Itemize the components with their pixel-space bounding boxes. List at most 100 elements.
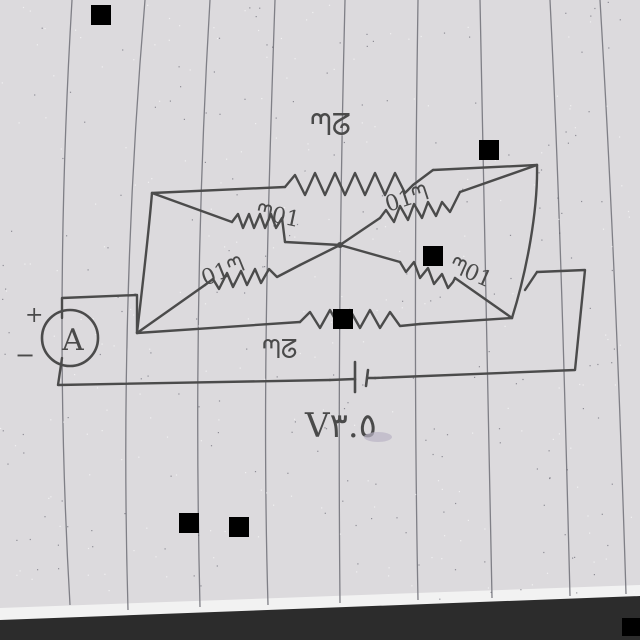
paper-speckle <box>549 477 551 479</box>
paper-speckle <box>569 108 571 110</box>
paper-speckle <box>41 27 43 29</box>
paper-speckle <box>384 226 387 228</box>
paper-speckle <box>567 142 569 144</box>
paper-speckle <box>548 144 550 146</box>
paper-speckle <box>597 363 599 366</box>
paper-speckle <box>150 417 152 419</box>
paper-speckle <box>92 546 94 548</box>
paper-speckle <box>166 576 168 578</box>
paper-speckle <box>130 308 132 310</box>
paper-speckle <box>80 318 82 320</box>
paper-speckle <box>44 28 46 30</box>
redaction-marks <box>91 5 640 636</box>
paper-speckle <box>427 105 429 107</box>
paper-speckle <box>574 127 576 129</box>
paper-speckle <box>180 86 182 88</box>
paper-speckle <box>272 46 274 48</box>
paper-speckle <box>166 436 169 438</box>
paper-speckle <box>121 459 123 461</box>
paper-speckle <box>280 37 282 40</box>
paper-speckle <box>92 318 94 320</box>
paper-speckle <box>328 4 331 6</box>
paper-speckle <box>178 66 180 68</box>
paper-speckle <box>593 574 595 576</box>
paper-speckle <box>258 29 260 32</box>
paper-speckle <box>439 598 441 600</box>
paper-speckle <box>169 100 171 102</box>
paper-speckle <box>396 517 398 519</box>
paper-speckle <box>290 495 293 497</box>
paper-speckle <box>332 342 334 344</box>
paper-speckle <box>593 561 595 563</box>
redaction-mark <box>91 5 111 25</box>
paper-speckle <box>291 431 293 433</box>
paper-speckle <box>8 332 10 334</box>
paper-speckle <box>381 195 384 197</box>
paper-speckle <box>366 141 368 143</box>
paper-speckle <box>5 290 8 292</box>
paper-speckle <box>619 344 621 346</box>
paper-speckle <box>619 136 621 138</box>
paper-speckle <box>577 486 579 488</box>
paper-speckle <box>216 565 218 567</box>
paper-speckle <box>95 333 97 336</box>
paper-speckle <box>454 569 457 571</box>
paper-speckle <box>272 247 275 249</box>
paper-speckle <box>362 341 365 343</box>
paper-speckle <box>355 524 357 527</box>
paper-speckle <box>572 557 574 559</box>
paper-speckle <box>236 194 238 196</box>
paper-speckle <box>484 528 486 530</box>
ink-smudge <box>364 432 392 442</box>
paper-speckle <box>59 525 61 527</box>
paper-speckle <box>246 348 248 350</box>
paper-speckle <box>87 547 90 550</box>
paper-speckle <box>405 532 407 534</box>
paper-speckle <box>356 571 358 573</box>
paper-speckle <box>469 36 471 38</box>
paper-speckle <box>101 343 103 345</box>
paper-speckle <box>341 134 343 136</box>
paper-speckle <box>228 250 230 252</box>
paper-speckle <box>164 548 166 550</box>
paper-speckle <box>66 235 68 237</box>
paper-speckle <box>424 303 426 305</box>
paper-speckle <box>565 12 567 14</box>
paper-speckle <box>401 307 403 309</box>
paper-speckle <box>406 273 408 275</box>
paper-speckle <box>210 530 212 532</box>
paper-speckle <box>543 504 545 506</box>
paper-speckle <box>441 488 443 490</box>
paper-speckle <box>455 502 457 505</box>
lower-right-diag-resistor <box>398 260 457 290</box>
paper-speckle <box>325 428 328 430</box>
paper-speckle <box>371 518 373 520</box>
paper-speckle <box>289 235 291 237</box>
paper-speckle <box>462 188 464 190</box>
paper-speckle <box>633 591 635 593</box>
paper-speckle <box>463 255 465 257</box>
paper-speckle <box>273 504 275 506</box>
paper-speckle <box>581 51 583 53</box>
paper-speckle <box>621 185 623 187</box>
paper-speckle <box>61 500 63 502</box>
paper-speckle <box>464 235 466 237</box>
paper-speckle <box>546 572 549 574</box>
paper-speckle <box>107 247 109 249</box>
paper-speckle <box>601 201 603 203</box>
paper-speckle <box>411 585 413 587</box>
paper-speckle <box>14 445 17 447</box>
paper-speckle <box>353 58 355 60</box>
paper-speckle <box>84 121 86 123</box>
paper-speckle <box>366 33 368 35</box>
paper-speckle <box>441 558 443 560</box>
paper-speckle <box>7 463 9 465</box>
paper-speckle <box>321 507 323 509</box>
paper-speckle <box>570 257 573 259</box>
paper-speckle <box>124 513 126 515</box>
paper-speckle <box>50 496 52 498</box>
paper-speckle <box>602 228 605 230</box>
paper-speckle <box>432 453 434 456</box>
paper-speckle <box>204 161 206 163</box>
